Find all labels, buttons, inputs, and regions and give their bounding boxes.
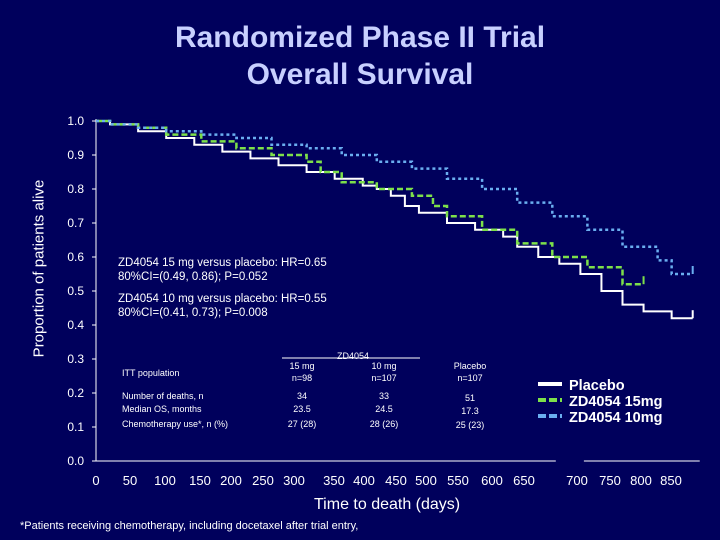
x-tick-label: 700 — [566, 473, 588, 488]
table-cell-10mg-chemo: 28 (26) — [369, 419, 399, 429]
table-row-chemo-label: Chemotherapy use*, n (%) — [122, 419, 229, 429]
legend-label-15mg: ZD4054 15mg — [569, 394, 663, 410]
table-col-15mg-name: 15 mg — [289, 361, 315, 371]
table-cell-15mg-chemo: 27 (28) — [287, 419, 317, 429]
table-cell-10mg-deaths: 33 — [378, 391, 389, 401]
x-tick-label: 250 — [252, 473, 274, 488]
y-tick-label: 0.8 — [67, 182, 84, 196]
curve-15mg — [96, 119, 644, 286]
table-col-placebo-n: n=107 — [457, 373, 483, 383]
hr-15mg-line2: 80%CI=(0.49, 0.86); P=0.052 — [118, 271, 268, 283]
legend-label-placebo: Placebo — [569, 378, 625, 394]
table-cell-placebo-median: 17.3 — [461, 406, 479, 416]
x-tick-label: 300 — [283, 473, 305, 488]
table-cell-15mg-deaths: 34 — [296, 391, 307, 401]
x-tick-label: 800 — [630, 473, 652, 488]
x-tick-label: 150 — [189, 473, 211, 488]
y-tick-label: 0.0 — [67, 454, 84, 468]
x-axis-label: Time to death (days) — [314, 496, 461, 513]
curve-placebo — [96, 120, 693, 320]
x-tick-label: 400 — [353, 473, 375, 488]
legend-label-10mg: ZD4054 10mg — [569, 410, 663, 426]
x-tick-label: 200 — [220, 473, 242, 488]
y-tick-label: 0.2 — [67, 386, 84, 400]
table-col-10mg-n: n=107 — [371, 373, 397, 383]
table-col-10mg-name: 10 mg — [371, 361, 397, 371]
table-population-label: ITT population — [122, 368, 180, 378]
chart-title-line2: Overall Survival — [246, 58, 474, 91]
x-tick-label: 550 — [447, 473, 469, 488]
table-cell-10mg-median: 24.5 — [375, 404, 393, 414]
chart-title-line1: Randomized Phase II Trial — [174, 21, 546, 54]
y-tick-label: 0.7 — [67, 216, 84, 230]
table-cell-15mg-median: 23.5 — [293, 404, 311, 414]
table-row-deaths-label: Number of deaths, n — [122, 391, 204, 401]
hr-10mg-line1: ZD4054 10 mg versus placebo: HR=0.55 — [118, 293, 327, 305]
y-tick-label: 0.5 — [67, 284, 84, 298]
table-row-median-label: Median OS, months — [122, 404, 202, 414]
x-tick-label: 0 — [92, 473, 99, 488]
curve-10mg — [96, 119, 693, 276]
y-tick-label: 1.0 — [67, 114, 84, 128]
x-tick-label: 450 — [385, 473, 407, 488]
y-tick-label: 0.1 — [67, 420, 84, 434]
y-tick-label: 0.3 — [67, 352, 84, 366]
x-tick-label: 750 — [599, 473, 621, 488]
table-cell-placebo-deaths: 51 — [464, 393, 475, 403]
footnote: *Patients receiving chemotherapy, includ… — [20, 520, 359, 532]
x-tick-label: 600 — [481, 473, 503, 488]
x-tick-label: 50 — [123, 473, 137, 488]
hr-10mg-line2: 80%CI=(0.41, 0.73); P=0.008 — [118, 307, 268, 319]
table-col-15mg-n: n=98 — [291, 373, 313, 383]
x-tick-label: 650 — [513, 473, 535, 488]
y-tick-label: 0.4 — [67, 318, 84, 332]
table-col-placebo-name: Placebo — [453, 361, 487, 371]
y-tick-label: 0.6 — [67, 250, 84, 264]
x-tick-label: 350 — [323, 473, 345, 488]
table-group-header: ZD4054 — [336, 351, 370, 361]
x-tick-label: 850 — [660, 473, 682, 488]
x-tick-label: 100 — [154, 473, 176, 488]
y-tick-label: 0.9 — [67, 148, 84, 162]
table-cell-placebo-chemo: 25 (23) — [455, 420, 485, 430]
hr-15mg-line1: ZD4054 15 mg versus placebo: HR=0.65 — [118, 257, 327, 269]
x-tick-label: 500 — [415, 473, 437, 488]
